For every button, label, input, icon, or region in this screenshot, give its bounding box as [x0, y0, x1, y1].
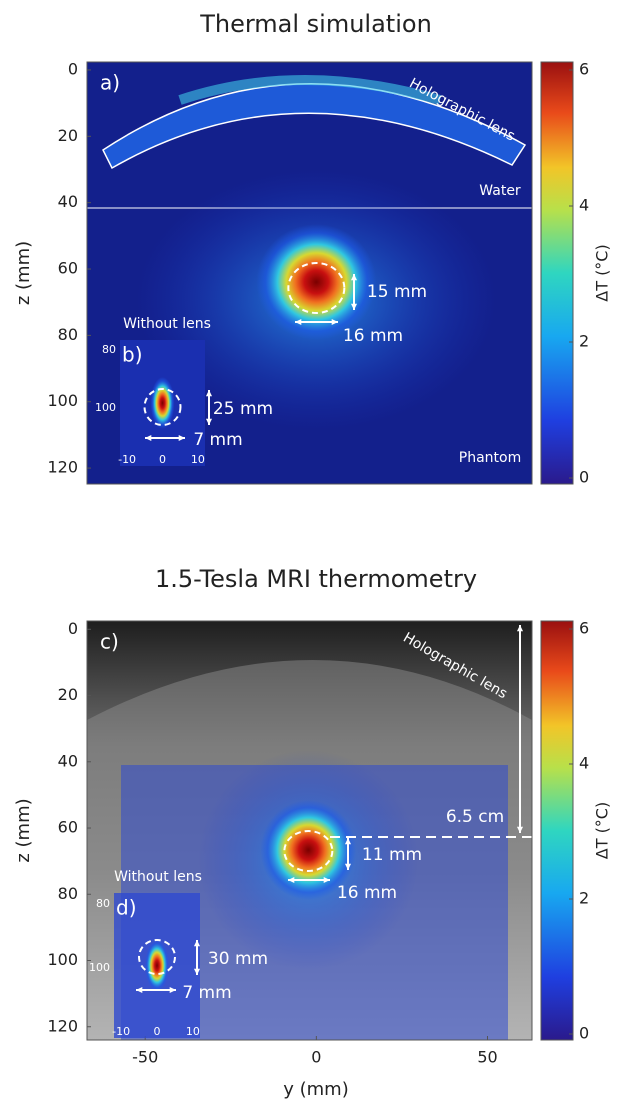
y-tick-label: 120 [47, 1016, 78, 1035]
arrow-head [350, 274, 358, 281]
arrow-head [344, 863, 352, 870]
focus-outline [283, 830, 334, 872]
colorbar-tick-label: 2 [579, 332, 589, 351]
arrow-head [205, 418, 213, 425]
annotation: 11 mm [362, 845, 422, 865]
colorbar-tick-label: 6 [579, 619, 589, 638]
inset-spot [150, 377, 175, 429]
y-tick-label: 120 [47, 458, 78, 477]
lens-region [102, 83, 527, 170]
chart-title: 1.5-Tesla MRI thermometry [155, 565, 477, 593]
y-tick-label: 40 [58, 192, 78, 211]
y-tick-label: 40 [58, 751, 78, 770]
inset-panel-label: d) [116, 896, 137, 920]
inset-x-tick-label: 10 [191, 453, 205, 466]
annotation: 16 mm [337, 883, 397, 903]
arrow-head [136, 986, 143, 994]
annotation: 30 mm [208, 949, 268, 969]
colorbar-tick-label: 6 [579, 60, 589, 79]
colorbar-tick-label: 0 [579, 1024, 589, 1043]
focus-outline [287, 262, 346, 314]
inset-x-tick-label: -10 [118, 453, 136, 466]
annotation: 16 mm [343, 326, 403, 346]
chart-title: Thermal simulation [199, 10, 432, 38]
y-tick-label: 60 [58, 259, 78, 278]
arrow-head [145, 434, 152, 442]
y-axis-label: z (mm) [13, 241, 34, 305]
x-tick-label: 50 [477, 1048, 497, 1067]
inset-x-tick-label: -10 [112, 1025, 130, 1038]
annotation: Phantom [459, 450, 521, 466]
arrow-head [331, 318, 338, 326]
y-tick-label: 20 [58, 126, 78, 145]
arrow-head [193, 968, 201, 975]
arrow-head [350, 303, 358, 310]
x-tick-label: 0 [311, 1048, 321, 1067]
panel-label: a) [100, 71, 120, 95]
arrow-head [193, 940, 201, 947]
arrow-head [205, 390, 213, 397]
arrow-head [516, 826, 524, 833]
colorbar-tick-label: 0 [579, 468, 589, 487]
arrow-head [344, 838, 352, 845]
y-tick-label: 0 [68, 619, 78, 638]
arrow-head [169, 986, 176, 994]
arrow-head [288, 876, 295, 884]
focus-outline [138, 939, 176, 975]
annotation: Water [479, 183, 521, 199]
y-axis-label: z (mm) [13, 798, 34, 862]
y-tick-label: 100 [47, 950, 78, 969]
inset-x-tick-label: 0 [159, 453, 166, 466]
annotation: 7 mm [182, 983, 231, 1003]
colorbar [540, 61, 574, 485]
inset-y-tick-label: 80 [96, 897, 110, 910]
colorbar-tick-label: 2 [579, 889, 589, 908]
arrow-head [516, 625, 524, 632]
colorbar-label: ΔT (°C) [593, 802, 612, 859]
y-tick-label: 60 [58, 818, 78, 837]
annotation: Without lens [114, 869, 202, 885]
panel-label: c) [100, 630, 119, 654]
colorbar-label: ΔT (°C) [593, 244, 612, 301]
y-tick-label: 0 [68, 59, 78, 78]
heat-spot [260, 800, 357, 900]
inset-spot [145, 939, 169, 992]
y-tick-label: 20 [58, 685, 78, 704]
inset-x-tick-label: 0 [154, 1025, 161, 1038]
annotation: 7 mm [193, 430, 242, 450]
inset-y-tick-label: 80 [102, 343, 116, 356]
plot-frame [86, 620, 533, 1041]
inset-y-tick-label: 100 [95, 401, 116, 414]
inset-x-tick-label: 10 [186, 1025, 200, 1038]
y-tick-label: 100 [47, 391, 78, 410]
arrow-head [323, 876, 330, 884]
annotation: 6.5 cm [446, 807, 504, 827]
x-tick-label: -50 [132, 1048, 158, 1067]
inset-y-tick-label: 100 [89, 961, 110, 974]
colorbar [540, 620, 574, 1041]
colorbar-tick-label: 4 [579, 196, 589, 215]
annotation: 25 mm [213, 399, 273, 419]
arrow-head [295, 318, 302, 326]
lens-glow [178, 75, 442, 105]
annotation: 15 mm [367, 282, 427, 302]
colorbar-tick-label: 4 [579, 754, 589, 773]
inset-panel-label: b) [122, 343, 143, 367]
x-axis-label: y (mm) [283, 1079, 349, 1100]
annotation: Without lens [123, 316, 211, 332]
arrow-head [178, 434, 185, 442]
y-tick-label: 80 [58, 325, 78, 344]
focus-outline [143, 388, 182, 426]
plot-frame [86, 61, 533, 485]
heat-spot [256, 224, 377, 340]
y-tick-label: 80 [58, 884, 78, 903]
